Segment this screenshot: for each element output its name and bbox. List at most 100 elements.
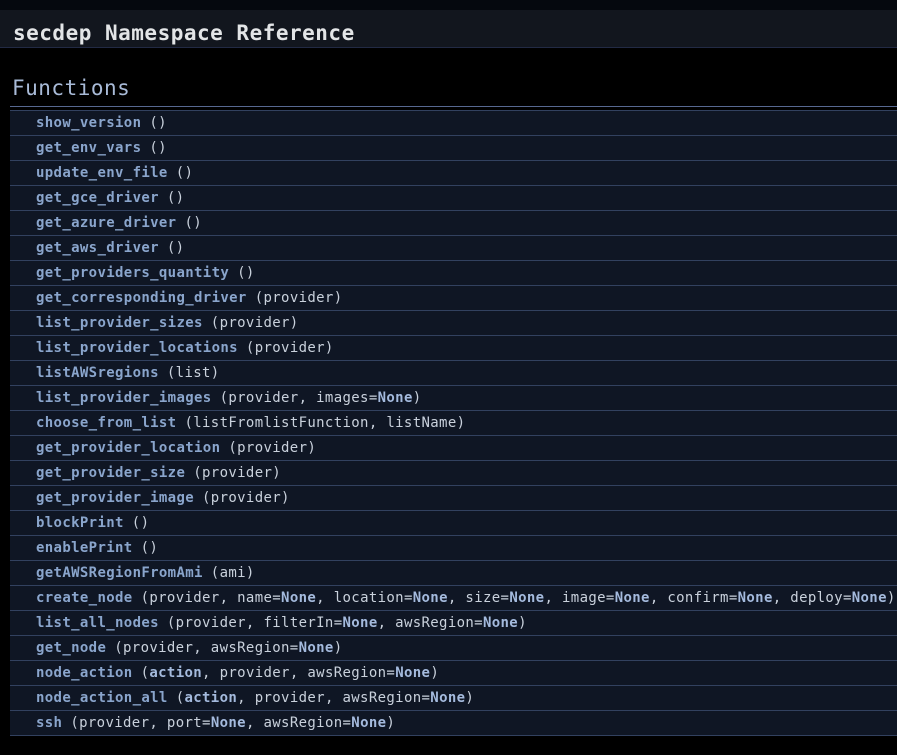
function-row: node_action (action, provider, awsRegion=… — [10, 660, 897, 685]
param-text: (provider, port= — [70, 715, 211, 731]
function-row: get_azure_driver () — [10, 210, 897, 235]
function-link[interactable]: enablePrint — [36, 540, 133, 556]
function-link[interactable]: node_action — [36, 665, 133, 681]
function-link[interactable]: get_aws_driver — [36, 240, 159, 256]
function-link[interactable]: show_version — [36, 115, 142, 131]
function-signature: () — [237, 265, 255, 281]
param-text: (provider, images= — [219, 390, 378, 406]
function-signature: (provider) — [193, 465, 281, 481]
function-signature: (provider, awsRegion=None) — [114, 640, 342, 656]
param-text: , size= — [447, 590, 510, 606]
function-signature: (listFromlistFunction, listName) — [184, 415, 465, 431]
function-row: update_env_file () — [10, 160, 897, 185]
param-text: , awsRegion= — [377, 615, 483, 631]
param-text: , deploy= — [772, 590, 852, 606]
function-signature: (provider, name=None, location=None, siz… — [141, 590, 896, 606]
function-row: list_all_nodes (provider, filterIn= None, … — [10, 610, 897, 635]
param-text: (provider) — [193, 465, 282, 481]
function-link[interactable]: list_provider_sizes — [36, 315, 203, 331]
param-text: , awsRegion= — [245, 715, 352, 731]
param-text: ( — [175, 690, 185, 706]
param-emphasis: None — [281, 590, 317, 606]
function-link[interactable]: create_node — [36, 590, 133, 606]
function-signature: (provider) — [202, 490, 290, 506]
function-link[interactable]: update_env_file — [36, 165, 168, 181]
param-text: () — [175, 165, 194, 181]
function-link[interactable]: get_gce_driver — [36, 190, 159, 206]
param-text: (provider, filterIn= — [166, 615, 343, 631]
function-signature: (provider, filterIn=None, awsRegion=None… — [167, 615, 527, 631]
param-emphasis: None — [351, 715, 387, 731]
function-link[interactable]: list_provider_images — [36, 390, 212, 406]
function-signature: () — [184, 215, 202, 231]
function-link[interactable]: list_all_nodes — [36, 615, 159, 631]
param-text: () — [131, 515, 150, 531]
function-signature: () — [167, 190, 185, 206]
param-text: ( — [140, 665, 150, 681]
function-link[interactable]: list_provider_locations — [36, 340, 238, 356]
param-text: , location= — [316, 590, 413, 606]
param-emphasis: action — [184, 690, 238, 706]
param-text: ) — [412, 390, 422, 406]
function-link[interactable]: ssh — [36, 715, 63, 731]
function-signature: (provider) — [255, 290, 343, 306]
function-signature: () — [132, 515, 150, 531]
function-signature: (list) — [167, 365, 220, 381]
param-emphasis: None — [377, 390, 413, 406]
header-bar: secdep Namespace Reference — [0, 0, 897, 48]
param-emphasis: action — [149, 665, 203, 681]
function-link[interactable]: node_action_all — [36, 690, 168, 706]
function-row: list_provider_locations (provider) — [10, 335, 897, 360]
function-link[interactable]: get_provider_size — [36, 465, 186, 481]
function-row: ssh (provider, port=None, awsRegion=None) — [10, 710, 897, 735]
function-row: node_action_all (action, provider, awsReg… — [10, 685, 897, 710]
param-text: , confirm= — [649, 590, 738, 606]
param-text: (provider) — [202, 490, 290, 506]
function-row: get_gce_driver () — [10, 185, 897, 210]
function-row: get_provider_image (provider) — [10, 485, 897, 510]
param-text: (provider) — [245, 340, 334, 356]
function-row: enablePrint () — [10, 535, 897, 560]
function-link[interactable]: get_azure_driver — [36, 215, 177, 231]
function-link[interactable]: get_providers_quantity — [36, 265, 230, 281]
function-link[interactable]: getAWSRegionFromAmi — [36, 565, 203, 581]
param-text: (provider) — [228, 440, 317, 456]
function-link[interactable]: get_env_vars — [36, 140, 142, 156]
param-emphasis: None — [395, 665, 431, 681]
function-signature: () — [176, 165, 194, 181]
param-emphasis: None — [482, 615, 519, 631]
function-row: list_provider_images (provider, images=No… — [10, 385, 897, 410]
param-emphasis: None — [737, 590, 773, 606]
page-title: secdep Namespace Reference — [13, 21, 355, 45]
function-signature: (provider, port=None, awsRegion=None) — [70, 715, 395, 731]
function-link[interactable]: listAWSregions — [36, 365, 159, 381]
param-text: (list) — [166, 365, 220, 381]
function-row: list_provider_sizes (provider) — [10, 310, 897, 335]
function-row: get_node (provider, awsRegion=None) — [10, 635, 897, 660]
content: Functions show_version () get_env_vars () … — [10, 76, 897, 736]
param-text: () — [149, 140, 167, 156]
function-link[interactable]: get_corresponding_driver — [36, 290, 247, 306]
param-emphasis: None — [509, 590, 545, 606]
param-text: (ami) — [210, 565, 255, 581]
function-row: get_aws_driver () — [10, 235, 897, 260]
function-row: get_provider_size (provider) — [10, 460, 897, 485]
function-signature: (provider) — [211, 315, 299, 331]
function-link[interactable]: blockPrint — [36, 515, 124, 531]
function-row: get_providers_quantity () — [10, 260, 897, 285]
param-text: , provider, awsRegion= — [202, 665, 396, 681]
function-link[interactable]: get_node — [36, 640, 107, 656]
function-link[interactable]: get_provider_location — [36, 440, 221, 456]
function-row: getAWSRegionFromAmi (ami) — [10, 560, 897, 585]
function-row: show_version () — [10, 110, 897, 135]
function-signature: () — [167, 240, 185, 256]
function-signature: (action, provider, awsRegion=None) — [176, 690, 475, 706]
param-text: ) — [886, 590, 896, 606]
param-text: ) — [386, 715, 396, 731]
param-text: (provider, awsRegion= — [114, 640, 299, 656]
function-link[interactable]: get_provider_image — [36, 490, 195, 506]
param-emphasis: None — [412, 590, 448, 606]
param-emphasis: None — [210, 715, 246, 731]
param-emphasis: None — [430, 690, 466, 706]
function-link[interactable]: choose_from_list — [36, 415, 177, 431]
